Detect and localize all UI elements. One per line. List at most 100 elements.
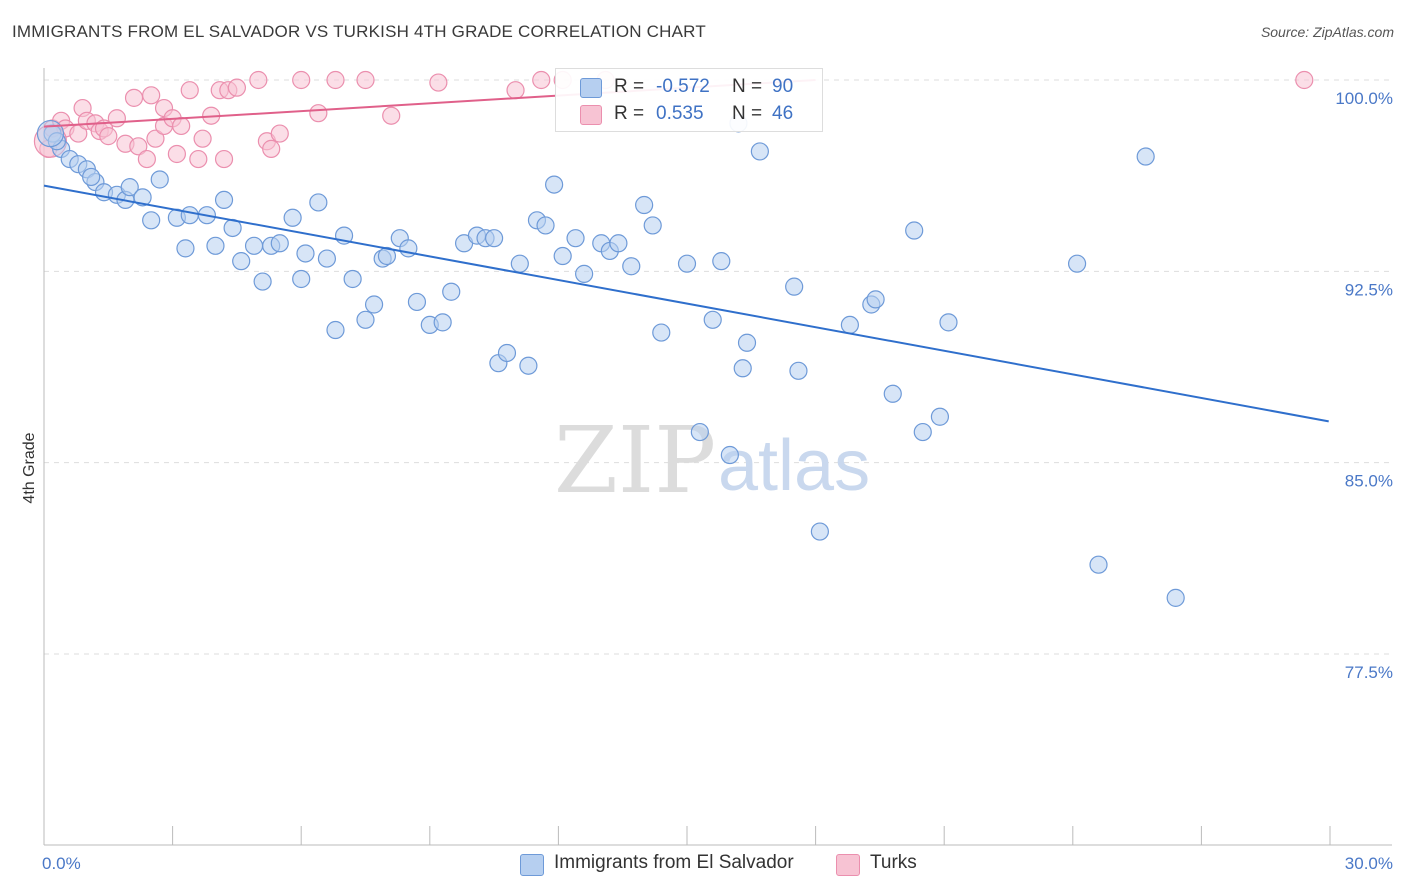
n-label: N =	[732, 103, 763, 124]
el-salvador-point	[433, 313, 452, 332]
x-tick-label: 30.0%	[1345, 854, 1393, 873]
turks-point	[193, 129, 212, 148]
gridlines	[44, 79, 1392, 655]
turks-point	[227, 78, 246, 97]
turks-point	[180, 81, 199, 100]
el-salvador-point	[840, 315, 859, 335]
el-salvador-point	[206, 236, 225, 255]
el-salvador-point	[510, 254, 529, 273]
turks-point	[142, 86, 161, 105]
el-salvador-point	[317, 249, 337, 268]
r-value: -0.572	[656, 76, 710, 97]
turks-point	[506, 81, 525, 100]
el-salvador-point	[442, 282, 461, 301]
legend-label: Turks	[870, 852, 917, 873]
axes	[43, 68, 1392, 846]
el-salvador-point	[120, 178, 139, 197]
turks-point	[137, 149, 156, 169]
turks-point	[309, 104, 328, 123]
turks-point	[129, 137, 148, 156]
el-salvador-point	[690, 422, 709, 442]
el-salvador-point	[407, 292, 427, 312]
el-salvador-point	[292, 269, 311, 289]
y-tick-label: 77.5%	[1345, 663, 1393, 682]
el-salvador-point	[214, 190, 234, 210]
el-salvador-point	[1136, 147, 1155, 166]
el-salvador-point	[180, 206, 199, 225]
legend-row-el-salvador: R = -0.572 N = 90	[556, 75, 822, 101]
y-tick-label: 92.5%	[1345, 280, 1393, 299]
watermark-atlas: atlas	[718, 426, 870, 506]
el-salvador-point	[283, 208, 302, 227]
el-salvador-point	[1067, 254, 1087, 273]
watermark: ZIP atlas	[554, 407, 870, 514]
el-salvador-point	[883, 384, 902, 403]
el-salvador-point	[785, 277, 804, 296]
el-salvador-point	[545, 175, 564, 194]
el-salvador-point	[575, 264, 594, 283]
el-salvador-point	[244, 236, 264, 255]
el-salvador-point	[913, 422, 932, 442]
el-salvador-point	[733, 359, 752, 378]
el-salvador-point	[652, 323, 671, 342]
el-salvador-point	[703, 310, 722, 329]
turks-point	[146, 129, 165, 148]
el-salvador-point	[519, 356, 538, 375]
el-salvador-point	[866, 290, 885, 309]
n-value: 46	[772, 103, 794, 124]
watermark-zip: ZIP	[554, 407, 716, 514]
el-salvador-point	[296, 244, 315, 263]
stats-legend: R = -0.572 N = 90 R = 0.535 N = 46	[555, 68, 823, 132]
source-label: Source: ZipAtlas.com	[1260, 24, 1394, 40]
y-tick-label: 85.0%	[1345, 472, 1393, 491]
chart-title: IMMIGRANTS FROM EL SALVADOR VS TURKISH 4…	[12, 22, 706, 41]
turks-point	[189, 149, 208, 169]
pink-swatch	[836, 854, 860, 876]
el-salvador-point	[253, 272, 272, 291]
turks-point	[107, 109, 126, 128]
el-salvador-trend-line	[43, 184, 1329, 423]
turks-point	[429, 73, 448, 92]
el-salvador-point	[635, 195, 654, 215]
el-salvador-point	[1089, 555, 1108, 574]
tick-labels: 77.5% 85.0% 92.5% 100.0% 0.0% 30.0%	[42, 89, 1393, 873]
el-salvador-point	[232, 252, 251, 271]
el-salvador-point	[622, 257, 641, 276]
el-salvador-point	[176, 239, 195, 258]
el-salvador-point	[485, 229, 504, 248]
el-salvador-points	[36, 114, 1185, 607]
el-salvador-point	[677, 254, 697, 273]
n-label: N =	[732, 76, 763, 97]
turks-point	[124, 88, 144, 107]
el-salvador-point	[1166, 588, 1185, 607]
el-salvador-point	[750, 142, 769, 161]
el-salvador-point	[712, 252, 731, 271]
turks-point	[167, 144, 186, 164]
el-salvador-point	[609, 234, 628, 253]
el-salvador-point	[789, 361, 808, 380]
turks-point	[292, 70, 311, 90]
legend-row-turks: R = 0.535 N = 46	[556, 102, 822, 128]
el-salvador-point	[270, 234, 289, 253]
el-salvador-point	[150, 170, 169, 189]
turks-point	[326, 70, 345, 90]
r-label: R =	[614, 76, 645, 97]
r-value: 0.535	[656, 103, 704, 124]
turks-point	[214, 149, 234, 169]
legend-label: Immigrants from El Salvador	[554, 852, 794, 873]
el-salvador-point	[553, 246, 572, 266]
turks-point	[99, 127, 118, 146]
blue-swatch	[520, 854, 544, 876]
r-label: R =	[614, 103, 645, 124]
el-salvador-point	[737, 333, 757, 352]
el-salvador-point	[326, 320, 345, 340]
el-salvador-point	[364, 295, 384, 314]
el-salvador-point	[536, 216, 555, 235]
n-value: 90	[772, 76, 794, 97]
y-axis-title: 4th Grade	[21, 432, 38, 503]
el-salvador-point	[720, 445, 739, 465]
el-salvador-point	[643, 216, 662, 235]
el-salvador-point	[497, 343, 517, 363]
turks-point	[1295, 70, 1314, 90]
